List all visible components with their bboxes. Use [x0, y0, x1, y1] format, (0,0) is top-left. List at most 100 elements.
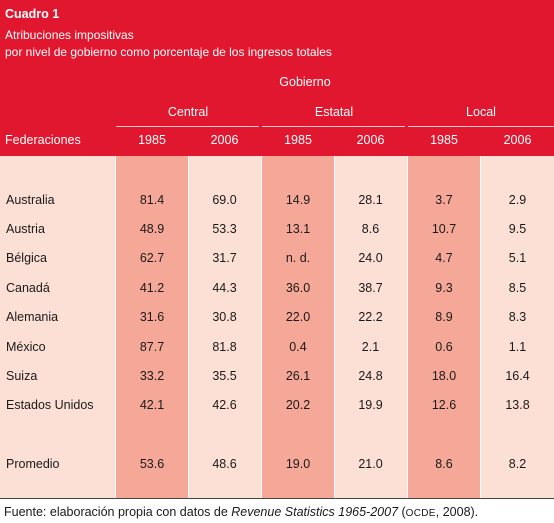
cell-value: 0.6 — [435, 340, 453, 354]
cell-value: 48.6 — [212, 457, 237, 471]
column-separator — [407, 156, 408, 498]
cell-value: 16.4 — [505, 369, 530, 383]
cell-value: 8.5 — [508, 281, 527, 295]
table-row: Bélgica 62.7 31.7 n. d. 24.0 4.7 5.1 — [0, 251, 554, 271]
cell-value: 5.1 — [508, 251, 527, 265]
cell-value: 8.6 — [361, 222, 380, 236]
cell-value: 33.2 — [139, 369, 165, 383]
cell-value: 87.7 — [139, 340, 165, 354]
cell-value: 42.1 — [139, 398, 165, 412]
cell-value: 14.9 — [285, 193, 311, 207]
row-name: Estados Unidos — [6, 398, 94, 412]
table-subtitle-line2: por nivel de gobierno como porcentaje de… — [5, 45, 332, 59]
table: Cuadro 1 Atribuciones impositivas por ni… — [0, 0, 554, 498]
table-subtitle-line1: Atribuciones impositivas — [5, 28, 134, 42]
cell-value: 30.8 — [212, 310, 237, 324]
row-name: Bélgica — [6, 251, 47, 265]
cell-value: 36.0 — [285, 281, 311, 295]
cell-value: 31.7 — [212, 251, 237, 265]
cell-value: 9.5 — [508, 222, 527, 236]
cell-value: 13.8 — [505, 398, 530, 412]
cell-value: 8.3 — [508, 310, 527, 324]
table-row: Canadá 41.2 44.3 36.0 38.7 9.3 8.5 — [0, 281, 554, 301]
table-row: Suiza 33.2 35.5 26.1 24.8 18.0 16.4 — [0, 369, 554, 389]
group-header-gobierno: Gobierno — [279, 75, 331, 89]
level-local: Local — [466, 105, 496, 119]
level-central: Central — [167, 105, 209, 119]
header-separator — [262, 126, 405, 127]
cell-value: 41.2 — [139, 281, 165, 295]
row-name: Suiza — [6, 369, 38, 383]
cell-value: 10.7 — [431, 222, 457, 236]
column-separator — [334, 156, 335, 498]
table-title: Cuadro 1 — [5, 7, 60, 21]
cell-value: 18.0 — [431, 369, 457, 383]
column-separator — [480, 156, 481, 498]
cell-value: 1.1 — [508, 340, 527, 354]
cell-value: 48.9 — [139, 222, 165, 236]
source-prefix: Fuente: elaboración propia con datos de — [4, 505, 232, 519]
cell-value: 0.4 — [289, 340, 307, 354]
cell-value: 81.8 — [212, 340, 237, 354]
cell-value: 31.6 — [139, 310, 165, 324]
cell-value: 62.7 — [139, 251, 165, 265]
cell-value: 53.3 — [212, 222, 237, 236]
cell-value: 8.6 — [435, 457, 453, 471]
cell-value: 44.3 — [212, 281, 237, 295]
year-header: 1985 — [138, 133, 166, 147]
source-organization: OCDE — [405, 508, 436, 519]
cell-value: 24.0 — [358, 251, 383, 265]
table-bottom-rule — [0, 498, 554, 499]
cell-value: 26.1 — [285, 369, 311, 383]
cell-value: 8.9 — [435, 310, 453, 324]
cell-value: 21.0 — [358, 457, 383, 471]
header-separator — [408, 126, 554, 127]
cell-value: 12.6 — [431, 398, 457, 412]
cell-value: 81.4 — [139, 193, 165, 207]
column-band — [262, 156, 334, 498]
cell-value: 28.1 — [358, 193, 383, 207]
cell-value: 24.8 — [358, 369, 383, 383]
source-note: Fuente: elaboración propia con datos de … — [4, 505, 478, 519]
table-row: Austria 48.9 53.3 13.1 8.6 10.7 9.5 — [0, 222, 554, 242]
cell-value: 20.2 — [285, 398, 311, 412]
row-name: México — [6, 340, 46, 354]
cell-value: 22.2 — [358, 310, 383, 324]
cell-value: 9.3 — [435, 281, 453, 295]
cell-value: 69.0 — [212, 193, 237, 207]
year-header: 1985 — [430, 133, 458, 147]
year-header: 2006 — [210, 133, 239, 147]
year-header: 2006 — [503, 133, 532, 147]
cell-value: 13.1 — [285, 222, 311, 236]
year-header: 1985 — [284, 133, 312, 147]
cell-value: 4.7 — [435, 251, 453, 265]
cell-value: 2.9 — [508, 193, 527, 207]
row-name: Austria — [6, 222, 45, 236]
column-separator — [115, 156, 116, 498]
table-row: Estados Unidos 42.1 42.6 20.2 19.9 12.6 … — [0, 398, 554, 418]
row-name: Alemania — [6, 310, 59, 324]
level-estatal: Estatal — [314, 105, 354, 119]
table-row: Australia 81.4 69.0 14.9 28.1 3.7 2.9 — [0, 193, 554, 213]
source-mid: ( — [398, 505, 406, 519]
column-band — [408, 156, 480, 498]
column-separator — [261, 156, 262, 498]
column-band — [116, 156, 188, 498]
year-header: 2006 — [356, 133, 385, 147]
cell-value: 8.2 — [508, 457, 527, 471]
cell-value: 38.7 — [358, 281, 383, 295]
average-row: Promedio 53.6 48.6 19.0 21.0 8.6 8.2 — [0, 457, 554, 477]
row-name: Australia — [6, 193, 55, 207]
cell-value: 2.1 — [361, 340, 380, 354]
cell-value: 19.0 — [285, 457, 311, 471]
cell-value: 19.9 — [358, 398, 383, 412]
row-name: Promedio — [6, 457, 60, 471]
column-separator — [188, 156, 189, 498]
cell-value: 42.6 — [212, 398, 237, 412]
cell-value: 53.6 — [139, 457, 165, 471]
source-suffix: , 2008). — [435, 505, 479, 519]
cell-value: n. d. — [285, 251, 311, 265]
header-separator — [116, 126, 259, 127]
federaciones-header: Federaciones — [5, 133, 81, 147]
table-header: Cuadro 1 Atribuciones impositivas por ni… — [0, 0, 554, 156]
